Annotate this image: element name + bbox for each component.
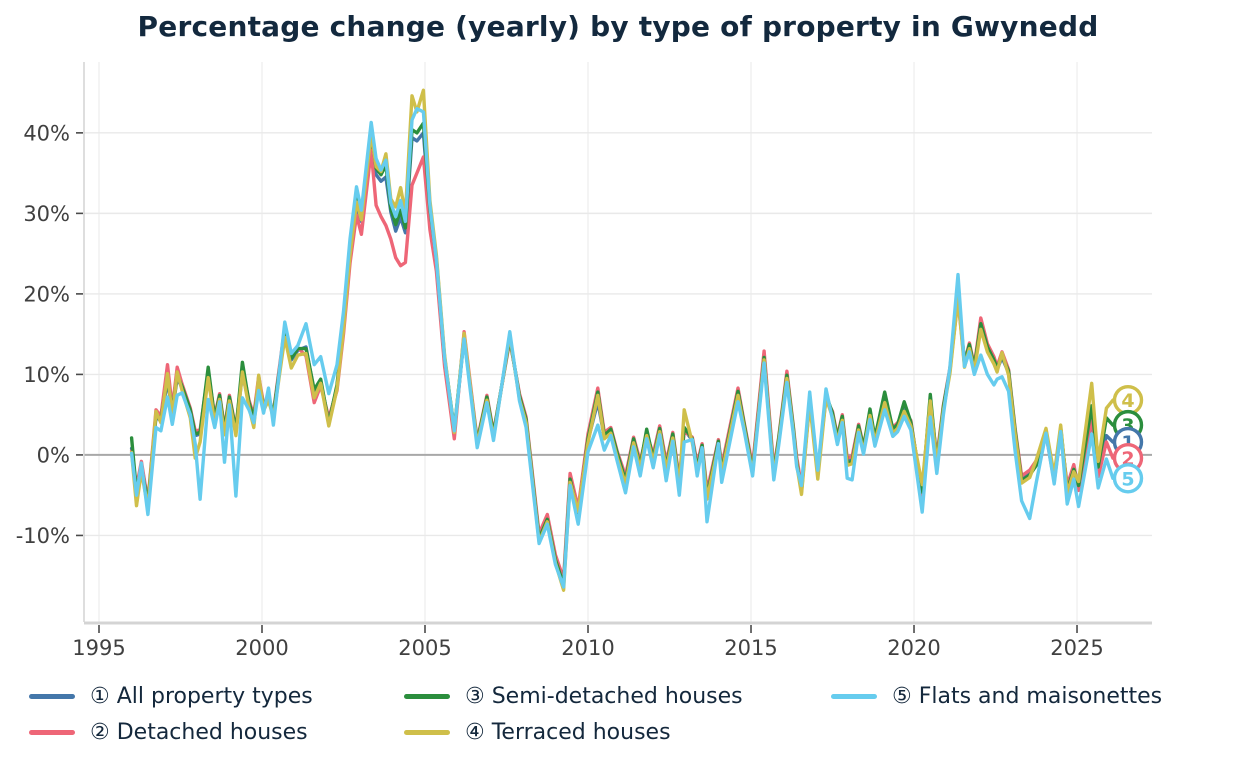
y-tick-label: 20% (23, 282, 70, 306)
series-badge-number: 5 (1121, 468, 1134, 490)
series-line-flats-and-maisonettes (129, 107, 1115, 589)
legend-item-all-property-types[interactable]: ① All property types (29, 682, 313, 710)
y-tick-label: 10% (23, 363, 70, 387)
x-tick-label: 2020 (887, 636, 940, 660)
legend-item-terraced-houses[interactable]: ④ Terraced houses (404, 718, 671, 746)
y-tick-label: -10% (16, 524, 70, 548)
series-badge-number: 4 (1121, 390, 1134, 412)
series-line-terraced-houses (129, 88, 1115, 592)
legend-item-semi-detached-houses[interactable]: ③ Semi-detached houses (404, 682, 743, 710)
plot-area: 1995 2000 2005 2010 2015 2020 202540%30%20%10%… (16, 62, 1152, 660)
y-tick-label: 30% (23, 202, 70, 226)
chart-title: Percentage change (yearly) by type of pr… (137, 10, 1099, 43)
legend-line-swatch (29, 693, 75, 699)
y-tick-label: 0% (37, 443, 70, 467)
y-tick-label: 40% (23, 121, 70, 145)
legend-item-flats-and-maisonettes[interactable]: ⑤ Flats and maisonettes (831, 682, 1162, 710)
legend-label: ④ Terraced houses (465, 719, 671, 745)
x-tick-label: 2015 (724, 636, 777, 660)
legend-label: ⑤ Flats and maisonettes (892, 683, 1163, 709)
legend-label: ③ Semi-detached houses (465, 683, 743, 709)
x-tick-label: 2010 (561, 636, 614, 660)
legend-label: ② Detached houses (90, 719, 308, 745)
legend-label: ① All property types (90, 683, 313, 709)
x-tick-label: 1995 (72, 636, 125, 660)
legend-line-swatch (404, 693, 450, 699)
legend-item-detached-houses[interactable]: ② Detached houses (29, 718, 308, 746)
legend-line-swatch (831, 693, 877, 699)
x-tick-label: 2025 (1050, 636, 1103, 660)
legend-line-swatch (404, 729, 450, 735)
x-tick-label: 2005 (398, 636, 451, 660)
series-badge-flats-and-maisonettes (1112, 463, 1144, 494)
legend-line-swatch (29, 729, 75, 735)
x-tick-label: 2000 (235, 636, 288, 660)
series-line-semi-detached-houses (129, 121, 1115, 587)
